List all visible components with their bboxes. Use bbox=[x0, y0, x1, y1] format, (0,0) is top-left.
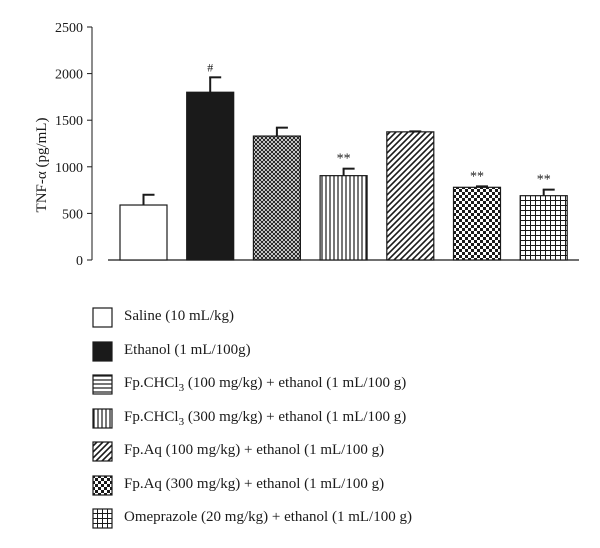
legend-swatch-box bbox=[92, 441, 113, 462]
legend-swatch-box bbox=[92, 307, 113, 328]
legend-swatch-box bbox=[92, 407, 113, 429]
bar bbox=[386, 131, 435, 261]
y-tick-label: 2000 bbox=[55, 68, 83, 83]
y-tick-label: 1000 bbox=[55, 161, 83, 176]
bar bbox=[319, 175, 368, 261]
legend-label: Fp.CHCl3 (100 mg/kg) + ethanol (1 mL/100… bbox=[124, 375, 406, 394]
legend-label: Fp.Aq (100 mg/kg) + ethanol (1 mL/100 g) bbox=[124, 442, 385, 458]
bar bbox=[452, 186, 502, 261]
y-tick-label: 1500 bbox=[55, 114, 83, 129]
y-tick-label: 2500 bbox=[55, 21, 83, 36]
bar bbox=[519, 195, 568, 261]
legend-swatch-box bbox=[92, 340, 113, 362]
significance-label: # bbox=[207, 60, 213, 74]
bar bbox=[119, 204, 168, 261]
legend-label: Saline (10 mL/kg) bbox=[124, 308, 234, 324]
legend-swatch bbox=[92, 407, 113, 429]
legend-label-rest: (100 mg/kg) + ethanol (1 mL/100 g) bbox=[184, 375, 407, 391]
y-tick-label: 0 bbox=[76, 254, 83, 269]
tnf-alpha-bar-chart: TNF-α (pg/mL) 0 500 1000 1500 2000 2500 # ** **… bbox=[34, 21, 579, 269]
legend-swatch-box bbox=[92, 474, 113, 496]
legend-swatch-box bbox=[92, 508, 113, 529]
legend-label-main: Fp.CHCl bbox=[124, 375, 179, 391]
y-tick-label: 500 bbox=[62, 207, 83, 222]
significance-label: ** bbox=[470, 169, 484, 184]
bar bbox=[252, 135, 301, 261]
legend-label: Ethanol (1 mL/100g) bbox=[124, 341, 251, 358]
legend-label-main: Fp.CHCl bbox=[124, 408, 179, 425]
y-axis-label: TNF-α (pg/mL) bbox=[34, 118, 50, 213]
legend-label: Omeprazole (20 mg/kg) + ethanol (1 mL/10… bbox=[124, 509, 412, 525]
legend-swatch bbox=[92, 374, 113, 395]
legend-swatch-box bbox=[92, 374, 113, 395]
significance-label: ** bbox=[337, 152, 351, 167]
legend-swatch bbox=[92, 441, 113, 462]
bar bbox=[186, 91, 235, 261]
significance-label: ** bbox=[537, 173, 551, 188]
legend-label: Fp.Aq (300 mg/kg) + ethanol (1 mL/100 g) bbox=[124, 475, 385, 492]
legend-swatch bbox=[92, 508, 113, 529]
legend-label: Fp.CHCl3 (300 mg/kg) + ethanol (1 mL/100… bbox=[124, 409, 406, 428]
legend-swatch bbox=[92, 474, 113, 496]
legend-swatch bbox=[92, 340, 113, 362]
legend-swatch bbox=[92, 307, 113, 328]
legend-label-subscript: 3 bbox=[178, 382, 185, 394]
legend-label-subscript: 3 bbox=[178, 415, 185, 428]
legend-label-rest: (300 mg/kg) + ethanol (1 mL/100 g) bbox=[184, 408, 407, 425]
